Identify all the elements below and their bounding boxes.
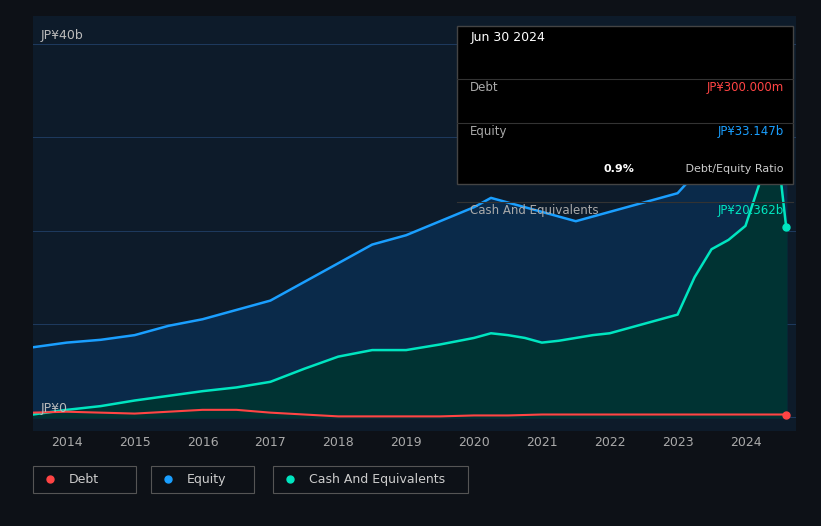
Text: Debt: Debt: [69, 472, 99, 485]
Text: Jun 30 2024: Jun 30 2024: [470, 31, 545, 44]
Text: JP¥0: JP¥0: [41, 401, 68, 414]
Text: Equity: Equity: [470, 125, 508, 138]
Text: 0.9%: 0.9%: [603, 164, 635, 174]
Text: Equity: Equity: [187, 472, 227, 485]
Text: Debt: Debt: [470, 81, 499, 94]
Text: Cash And Equivalents: Cash And Equivalents: [470, 204, 599, 217]
FancyBboxPatch shape: [456, 26, 792, 184]
Text: JP¥20.362b: JP¥20.362b: [717, 204, 783, 217]
Text: JP¥33.147b: JP¥33.147b: [717, 125, 783, 138]
Text: Cash And Equivalents: Cash And Equivalents: [310, 472, 445, 485]
Text: JP¥300.000m: JP¥300.000m: [706, 81, 783, 94]
Text: JP¥40b: JP¥40b: [41, 29, 84, 42]
Text: Debt/Equity Ratio: Debt/Equity Ratio: [682, 164, 783, 174]
